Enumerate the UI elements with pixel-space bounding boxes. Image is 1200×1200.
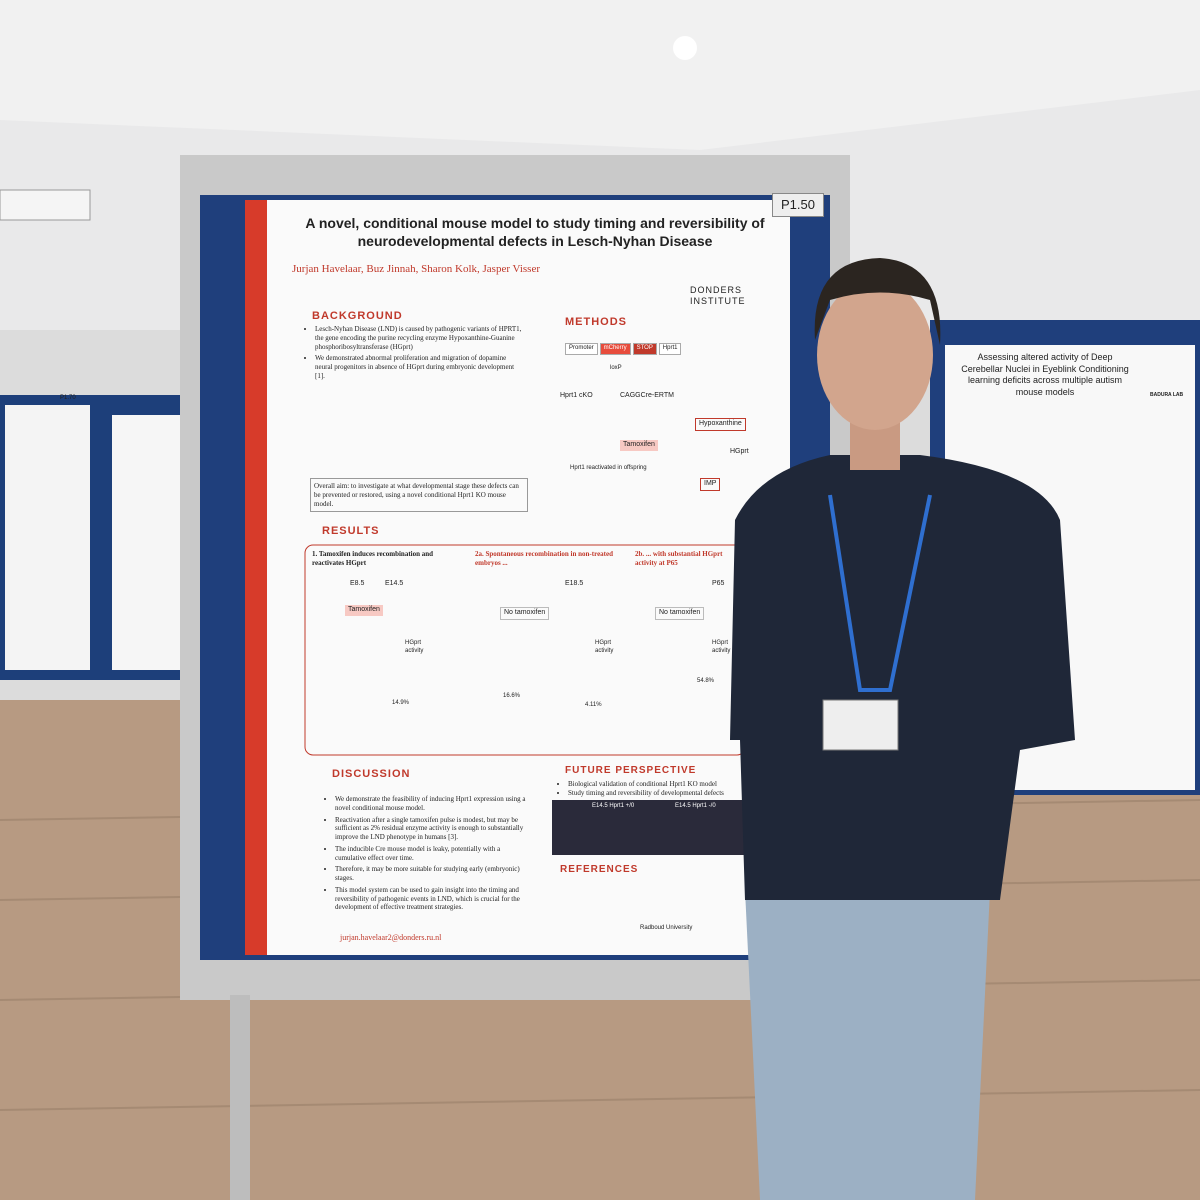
stage-label: E8.5 <box>350 580 365 587</box>
section-heading: BACKGROUND <box>312 310 403 322</box>
panel-title: 2b. ... with substantial HGprt activity … <box>635 550 723 567</box>
construct-part: Promoter <box>565 343 598 355</box>
footer-logo: Radboud University <box>640 925 693 931</box>
bullet: Study timing and reversibility of develo… <box>568 789 748 798</box>
author: Jasper Visser <box>482 263 541 275</box>
panel-title: 2a. Spontaneous recombination in non-tre… <box>475 550 614 567</box>
board-label: P1.50 <box>772 193 824 217</box>
bullet: The inducible Cre mouse model is leaky, … <box>335 845 530 863</box>
construct: Promoter mCherry STOP Hprt1 <box>565 343 682 355</box>
pathway-node: Hypoxanthine <box>695 418 746 431</box>
author: Buz Jinnah <box>366 263 416 275</box>
section-heading: REFERENCES <box>560 864 639 875</box>
treatment-label: Tamoxifen <box>345 605 383 616</box>
section-heading: DISCUSSION <box>332 768 411 780</box>
future-text: Biological validation of conditional Hpr… <box>558 780 748 798</box>
measure-label: HGprt activity <box>595 640 614 654</box>
treatment-label: No tamoxifen <box>655 607 705 620</box>
section-heading: METHODS <box>565 316 627 328</box>
discussion-text: We demonstrate the feasibility of induci… <box>325 795 530 915</box>
construct-part: STOP <box>632 343 657 355</box>
bullet: Reactivation after a single tamoxifen pu… <box>335 816 530 842</box>
background-text: Lesch-Nyhan Disease (LND) is caused by p… <box>305 325 525 384</box>
section-heading: RESULTS <box>322 525 380 537</box>
stage-label: E18.5 <box>565 580 584 587</box>
poster-title: A novel, conditional mouse model to stud… <box>305 215 765 249</box>
cross-label: CAGGCre-ERTM <box>620 392 674 399</box>
construct-part: Hprt1 <box>658 343 682 355</box>
bullet: Lesch-Nyhan Disease (LND) is caused by p… <box>315 325 525 351</box>
stage-label: E14.5 <box>385 580 404 587</box>
section-heading: FUTURE PERSPECTIVE <box>565 765 697 776</box>
measure-label: HGprt activity <box>405 640 424 654</box>
bar-label: 4.11% <box>585 702 602 708</box>
bullet: This model system can be used to gain in… <box>335 886 530 912</box>
pathway-node: IMP <box>700 478 721 491</box>
image-caption: E14.5 Hprt1 +/0 <box>592 803 635 809</box>
right-poster-title: Assessing altered activity of Deep Cereb… <box>961 352 1129 398</box>
author: Sharon Kolk <box>421 263 478 275</box>
pathway-enzyme: HGprt <box>730 448 749 455</box>
cross-label: Hprt1 cKO <box>560 392 593 399</box>
treatment-label: No tamoxifen <box>500 607 550 620</box>
author: Jurjan Havelaar <box>292 263 361 275</box>
bullet: Biological validation of conditional Hpr… <box>568 780 748 789</box>
bullet: We demonstrated abnormal proliferation a… <box>315 354 525 380</box>
panel-title: 1. Tamoxifen induces recombination and r… <box>312 550 434 567</box>
institute-logo: DONDERS INSTITUTE <box>690 285 746 307</box>
lab-logo: BADURA LAB <box>1150 392 1184 398</box>
construct-part: mCherry <box>599 343 631 355</box>
loxp-label: loxP <box>610 365 622 371</box>
stage-label: P65 <box>712 580 725 587</box>
bar-label: 16.6% <box>503 693 521 699</box>
measure-label: HGprt activity <box>712 640 731 654</box>
bullet: Therefore, it may be more suitable for s… <box>335 865 530 883</box>
image-caption: E14.5 Hprt1 -/0 <box>675 803 716 809</box>
aim-box: Overall aim: to investigate at what deve… <box>310 478 528 513</box>
email: jurjan.havelaar2@donders.ru.nl <box>340 933 442 942</box>
bar-label: 54.8% <box>697 678 715 684</box>
author-list: Jurjan Havelaar, Buz Jinnah, Sharon Kolk… <box>292 263 541 275</box>
treatment-label: Tamoxifen <box>620 440 658 451</box>
bullet: We demonstrate the feasibility of induci… <box>335 795 530 813</box>
outcome-label: Hprt1 reactivated in offspring <box>570 465 647 471</box>
bar-label: 14.9% <box>392 700 410 706</box>
board-label: P1.70 <box>60 395 76 401</box>
